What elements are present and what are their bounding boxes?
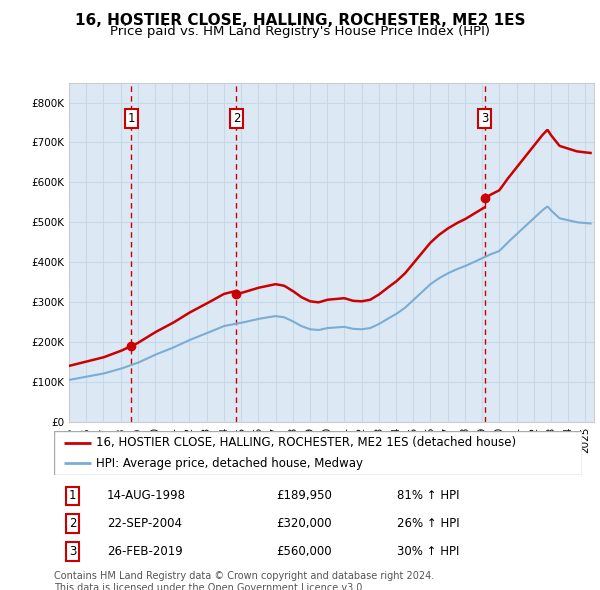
- Text: 26% ↑ HPI: 26% ↑ HPI: [397, 517, 460, 530]
- Text: 16, HOSTIER CLOSE, HALLING, ROCHESTER, ME2 1ES (detached house): 16, HOSTIER CLOSE, HALLING, ROCHESTER, M…: [96, 436, 517, 449]
- Text: 22-SEP-2004: 22-SEP-2004: [107, 517, 182, 530]
- Text: 1: 1: [69, 490, 76, 503]
- FancyBboxPatch shape: [54, 431, 582, 475]
- Text: Price paid vs. HM Land Registry's House Price Index (HPI): Price paid vs. HM Land Registry's House …: [110, 25, 490, 38]
- Text: 81% ↑ HPI: 81% ↑ HPI: [397, 490, 460, 503]
- Text: £189,950: £189,950: [276, 490, 332, 503]
- Text: 2: 2: [233, 112, 240, 125]
- Text: 26-FEB-2019: 26-FEB-2019: [107, 545, 182, 558]
- Text: £320,000: £320,000: [276, 517, 331, 530]
- Text: 16, HOSTIER CLOSE, HALLING, ROCHESTER, ME2 1ES: 16, HOSTIER CLOSE, HALLING, ROCHESTER, M…: [75, 13, 525, 28]
- Text: Contains HM Land Registry data © Crown copyright and database right 2024.
This d: Contains HM Land Registry data © Crown c…: [54, 571, 434, 590]
- Text: £560,000: £560,000: [276, 545, 331, 558]
- Text: HPI: Average price, detached house, Medway: HPI: Average price, detached house, Medw…: [96, 457, 363, 470]
- Text: 30% ↑ HPI: 30% ↑ HPI: [397, 545, 460, 558]
- Text: 2: 2: [69, 517, 76, 530]
- Text: 1: 1: [128, 112, 135, 125]
- Text: 3: 3: [481, 112, 488, 125]
- Text: 3: 3: [69, 545, 76, 558]
- Text: 14-AUG-1998: 14-AUG-1998: [107, 490, 186, 503]
